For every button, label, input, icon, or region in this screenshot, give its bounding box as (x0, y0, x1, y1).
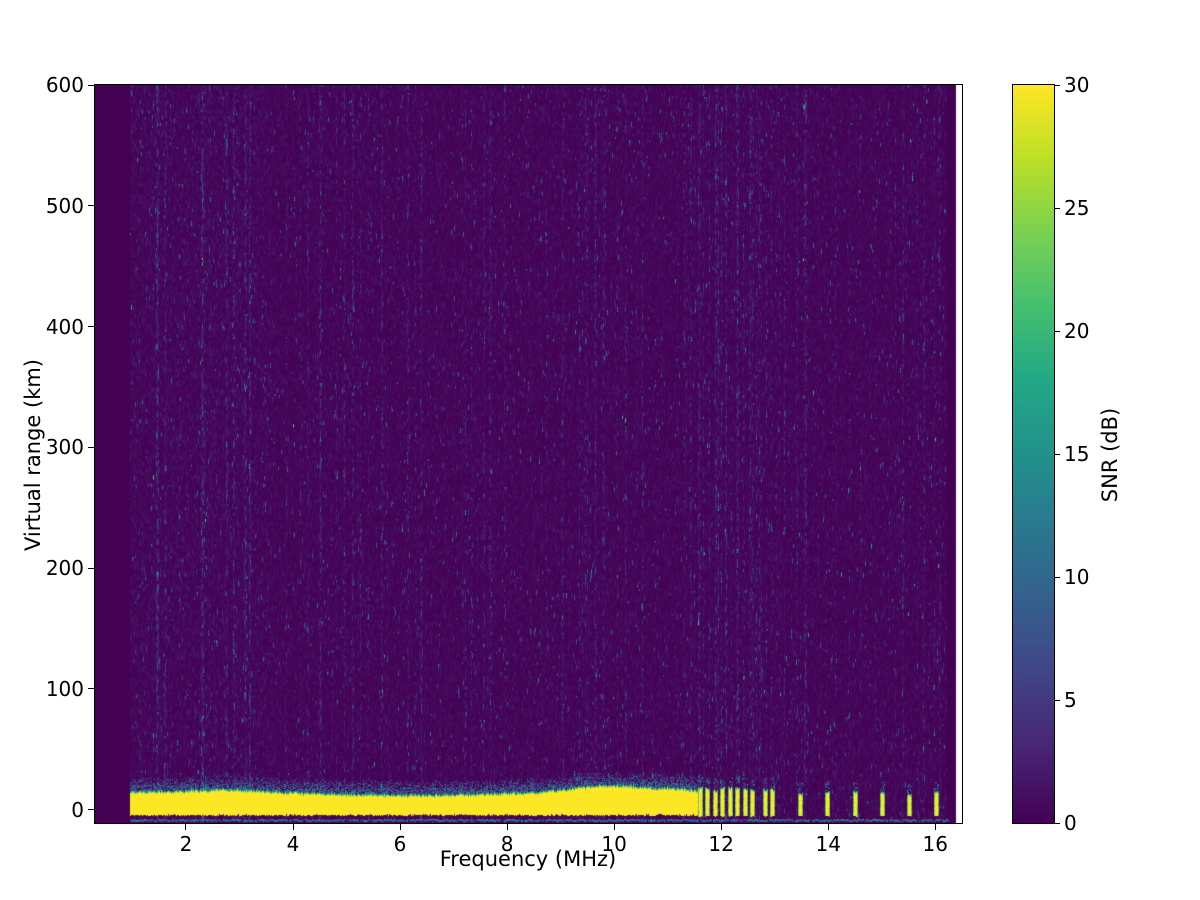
y-tick-mark (88, 809, 94, 811)
x-tick-label: 16 (922, 832, 948, 856)
y-tick-label: 500 (45, 193, 84, 218)
y-tick-label: 300 (45, 435, 84, 460)
x-tick-label: 10 (601, 832, 627, 856)
x-tick-label: 2 (179, 832, 193, 856)
y-tick-mark (88, 205, 94, 207)
y-tick-label: 600 (45, 73, 84, 97)
x-axis-label: Frequency (MHz) (439, 847, 617, 871)
colorbar-tick-mark (1055, 822, 1060, 824)
x-tick-label: 4 (286, 832, 300, 856)
y-tick-mark (88, 84, 94, 86)
x-tick-label: 8 (500, 832, 514, 856)
x-tick-mark (399, 824, 401, 830)
y-tick-label: 400 (45, 314, 84, 339)
colorbar-tick-label: 5 (1064, 688, 1077, 712)
colorbar-tick-mark (1055, 699, 1060, 701)
x-tick-mark (613, 824, 615, 830)
x-tick-mark (934, 824, 936, 830)
x-tick-label: 12 (708, 832, 734, 856)
y-tick-mark (88, 567, 94, 569)
x-tick-mark (506, 824, 508, 830)
x-tick-mark (185, 824, 187, 830)
colorbar-tick-mark (1055, 330, 1060, 332)
colorbar-tick-label: 0 (1064, 811, 1077, 835)
x-tick-mark (720, 824, 722, 830)
y-tick-label: 200 (45, 556, 84, 581)
colorbar-gradient (1012, 84, 1055, 824)
colorbar-tick-label: 10 (1064, 565, 1090, 589)
y-tick-mark (88, 326, 94, 328)
y-tick-mark (88, 446, 94, 448)
x-tick-mark (827, 824, 829, 830)
x-tick-mark (292, 824, 294, 830)
colorbar-tick-mark (1055, 453, 1060, 455)
y-tick-label: 100 (45, 676, 84, 701)
colorbar-label: SNR (dB) (1098, 407, 1122, 503)
colorbar-tick-label: 15 (1064, 442, 1090, 466)
colorbar-tick-label: 30 (1064, 73, 1090, 97)
colorbar-tick-label: 20 (1064, 319, 1090, 343)
x-tick-label: 6 (393, 832, 407, 856)
colorbar-tick-mark (1055, 84, 1060, 86)
colorbar-tick-mark (1055, 576, 1060, 578)
x-tick-label: 14 (815, 832, 841, 856)
y-tick-mark (88, 688, 94, 690)
colorbar-tick-mark (1055, 207, 1060, 209)
ionogram-heatmap (94, 84, 963, 824)
y-tick-label: 0 (71, 797, 84, 822)
colorbar-tick-label: 25 (1064, 196, 1090, 220)
